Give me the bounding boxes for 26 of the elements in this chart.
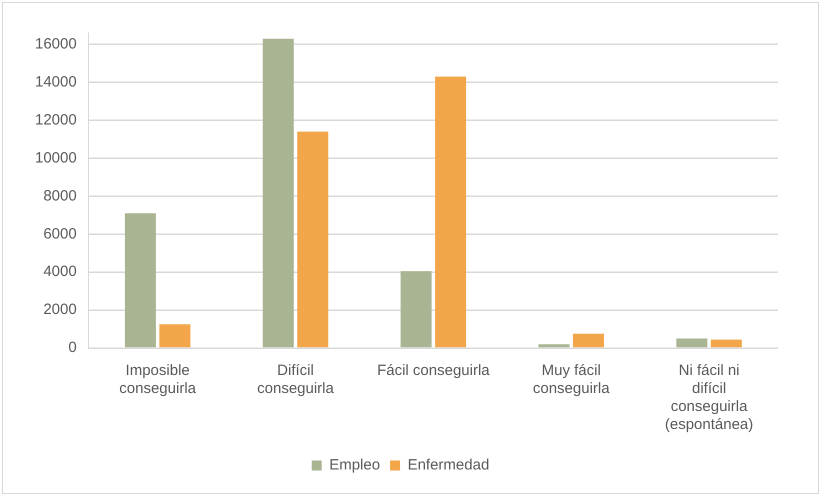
bar [538, 344, 570, 348]
bar [435, 76, 466, 348]
legend-label: Enfermedad [408, 456, 490, 474]
y-tick-label: 10000 [34, 149, 77, 166]
y-tick-label: 2000 [43, 301, 77, 318]
bar [676, 338, 708, 348]
legend-label: Empleo [329, 456, 380, 474]
bar [159, 324, 190, 348]
bar [124, 213, 156, 348]
x-tick-label: Fácil conseguirla [377, 362, 490, 380]
y-tick-label: 14000 [34, 73, 77, 90]
x-tick-label: Imposible conseguirla [119, 362, 197, 398]
x-tick-label: Difícil conseguirla [257, 362, 335, 398]
bar [262, 38, 294, 348]
bar [297, 132, 328, 348]
y-tick-label: 0 [68, 339, 77, 356]
x-tick-label: Ni fácil ni difícil conseguirla (espontánea) [664, 362, 754, 434]
y-tick-label: 12000 [34, 111, 77, 128]
y-tick-label: 16000 [34, 36, 77, 53]
bar [710, 340, 742, 348]
bar [400, 271, 432, 348]
y-tick-label: 6000 [43, 225, 77, 242]
bar [572, 334, 604, 348]
y-tick-label: 4000 [43, 263, 77, 280]
x-tick-label: Muy fácil conseguirla [532, 362, 610, 398]
y-tick-label: 8000 [43, 187, 77, 204]
